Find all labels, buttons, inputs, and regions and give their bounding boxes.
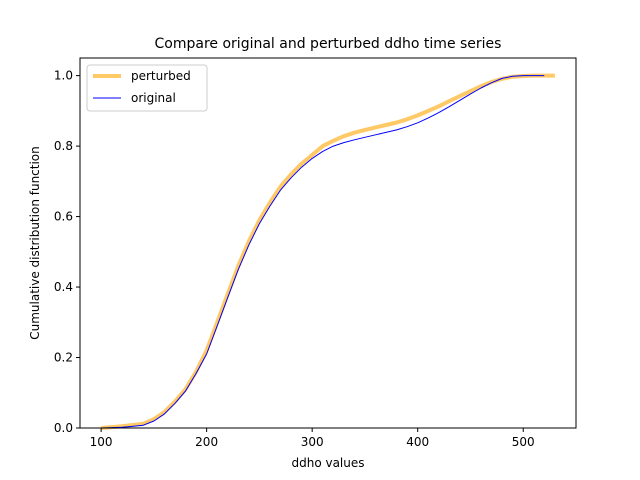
y-tick-label: 0.8 [54, 139, 73, 153]
legend-label-original: original [131, 91, 176, 105]
y-axis-label: Cumulative distribution function [28, 146, 42, 340]
plot-area [100, 73, 555, 430]
axes-frame [79, 57, 577, 429]
y-tick-label: 0.2 [54, 351, 73, 365]
y-axis-ticks: 0.0 0.2 0.4 0.6 0.8 1.0 [54, 69, 80, 435]
y-tick-label: 0.4 [54, 280, 73, 294]
x-axis-label: ddho values [291, 456, 364, 470]
x-axis-ticks: 100 200 300 400 500 [90, 428, 535, 449]
legend-label-perturbed: perturbed [131, 69, 191, 83]
y-tick-label: 0.0 [54, 421, 73, 435]
y-tick-label: 0.6 [54, 210, 73, 224]
legend: perturbed original [86, 64, 208, 112]
chart-title: Compare original and perturbed ddho time… [155, 36, 502, 52]
series-line-perturbed [100, 73, 555, 430]
series-line-original [101, 75, 545, 429]
x-tick-label: 500 [512, 435, 535, 449]
y-tick-label: 1.0 [54, 69, 73, 83]
x-tick-label: 400 [406, 435, 429, 449]
x-tick-label: 100 [90, 435, 113, 449]
x-tick-label: 300 [301, 435, 324, 449]
x-tick-label: 200 [195, 435, 218, 449]
